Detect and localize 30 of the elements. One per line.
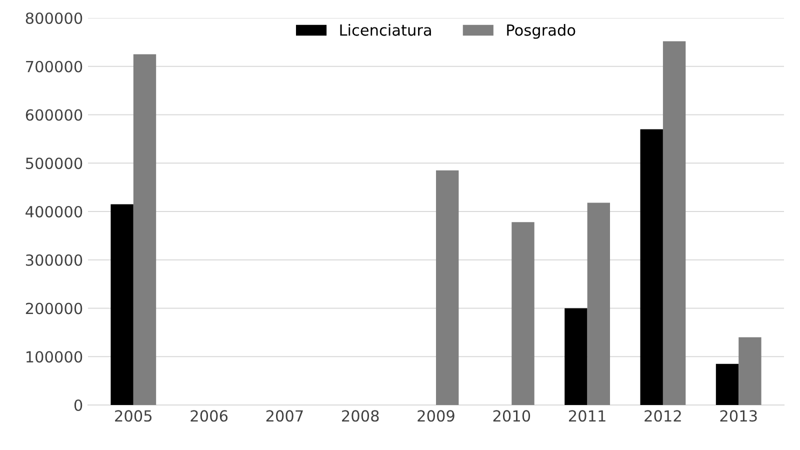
x-tick-label: 2012 bbox=[644, 410, 681, 422]
bar bbox=[716, 364, 739, 405]
bar bbox=[662, 41, 686, 405]
x-tick-label: 2005 bbox=[115, 410, 152, 422]
legend-label: Posgrado bbox=[507, 24, 576, 39]
x-tick-label: 2013 bbox=[720, 410, 757, 422]
x-tick-label: 2008 bbox=[342, 410, 379, 422]
y-tick-label: 0 bbox=[74, 399, 82, 412]
x-tick-label: 2010 bbox=[493, 410, 530, 422]
bar bbox=[110, 204, 134, 405]
y-tick-label: 800000 bbox=[26, 12, 82, 24]
y-tick-label: 600000 bbox=[26, 109, 82, 121]
y-tick-label: 100000 bbox=[26, 351, 82, 363]
bar bbox=[133, 54, 156, 405]
y-tick-label: 300000 bbox=[26, 254, 82, 266]
bar bbox=[436, 170, 459, 405]
x-tick-label: 2009 bbox=[418, 410, 454, 422]
y-tick-label: 400000 bbox=[26, 206, 82, 218]
legend-label: Licenciatura bbox=[340, 24, 431, 36]
bar bbox=[587, 202, 610, 405]
bar bbox=[564, 308, 588, 405]
y-tick-label: 200000 bbox=[26, 302, 82, 314]
y-tick-label: 700000 bbox=[26, 60, 82, 72]
x-tick-label: 2007 bbox=[266, 410, 303, 422]
bar bbox=[512, 222, 534, 405]
x-tick-label: 2006 bbox=[190, 410, 228, 422]
x-tick-label: 2011 bbox=[568, 410, 606, 422]
bar bbox=[640, 129, 663, 405]
y-tick-label: 500000 bbox=[26, 158, 82, 170]
bar bbox=[738, 337, 762, 405]
